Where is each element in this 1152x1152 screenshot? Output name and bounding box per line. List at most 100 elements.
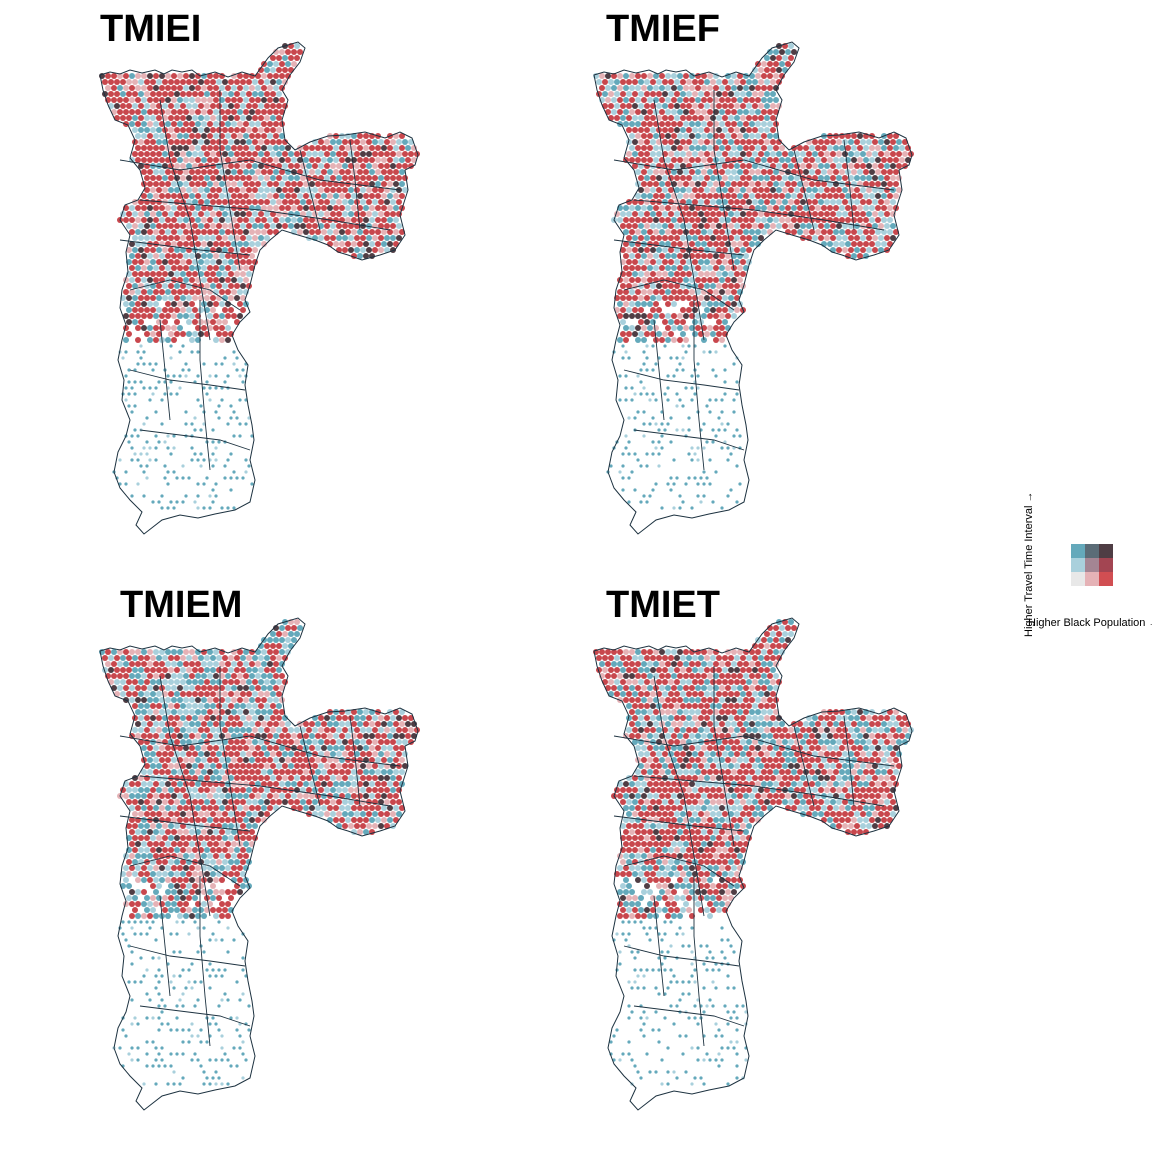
hex-cell [614,79,620,85]
hex-cell [132,295,138,301]
hex-cell [192,655,198,661]
hex-cell [764,223,770,229]
hex-cell [719,109,725,115]
choropleth-map [593,41,914,535]
hex-cell [393,769,399,775]
hex-cell [225,85,231,91]
hex-cell [704,103,710,109]
hex-cell [225,709,231,715]
hex-cell [234,775,240,781]
hex-cell [638,259,644,265]
hex-cell [848,163,854,169]
hex-cell [857,217,863,223]
hex-cell [662,103,668,109]
hex-cell [150,727,156,733]
hex-cell [746,139,752,145]
hex-cell [384,211,390,217]
hex-cell [860,199,866,205]
hex-cell [192,103,198,109]
hex-cell [845,133,851,139]
hex-cell [168,175,174,181]
hex-cell [222,811,228,817]
hex-cell [196,350,200,354]
hex-cell [665,181,671,187]
hex-cell [378,739,384,745]
hex-cell [138,787,144,793]
hex-cell [156,703,162,709]
hex-cell [237,769,243,775]
hex-cell [291,637,297,643]
hex-cell [390,235,396,241]
hex-cell [145,1016,149,1020]
hex-cell [279,157,285,163]
hex-cell [198,811,204,817]
hex-cell [677,193,683,199]
hex-cell [737,181,743,187]
hex-cell [186,871,192,877]
hex-cell [824,187,830,193]
hex-cell [357,805,363,811]
hex-cell [225,697,231,703]
hex-cell [180,235,186,241]
hex-cell [153,157,159,163]
hex-cell [285,637,291,643]
hex-cell [214,494,218,498]
hex-cell [315,805,321,811]
hex-cell [225,229,231,235]
hex-cell [360,775,366,781]
hex-cell [695,157,701,163]
hex-cell [117,685,123,691]
hex-cell [309,157,315,163]
hex-cell [623,205,629,211]
hex-cell [205,476,209,480]
hex-cell [141,877,147,883]
hex-cell [351,145,357,151]
hex-cell [210,667,216,673]
hex-cell [244,422,248,426]
hex-cell [219,253,225,259]
hex-cell [690,506,694,510]
hex-cell [285,769,291,775]
hex-cell [216,259,222,265]
hex-cell [342,223,348,229]
hex-cell [228,115,234,121]
hex-cell [171,889,177,895]
hex-cell [657,464,661,468]
hex-cell [656,91,662,97]
hex-cell [713,265,719,271]
hex-cell [219,673,225,679]
hex-cell [195,193,201,199]
hex-cell [174,283,180,289]
hex-cell [162,823,168,829]
hex-cell [351,205,357,211]
hex-cell [217,1004,221,1008]
hex-cell [641,109,647,115]
hex-cell [210,259,216,265]
hex-cell [258,223,264,229]
hex-cell [399,145,405,151]
hex-cell [240,787,246,793]
hex-cell [241,956,245,960]
hex-cell [710,211,716,217]
hex-cell [665,265,671,271]
hex-cell [393,169,399,175]
hex-cell [360,739,366,745]
hex-cell [348,799,354,805]
hex-cell [177,217,183,223]
hex-cell [195,313,201,319]
hex-cell [204,835,210,841]
hex-cell [255,121,261,127]
hex-cell [222,139,228,145]
hex-cell [214,446,218,450]
hex-cell [644,151,650,157]
hex-cell [366,787,372,793]
hex-cell [683,265,689,271]
hex-cell [776,187,782,193]
hex-cell [273,709,279,715]
hex-cell [270,655,276,661]
hex-cell [234,235,240,241]
hex-cell [243,193,249,199]
hex-cell [324,163,330,169]
hex-cell [330,235,336,241]
hex-cell [225,757,231,763]
